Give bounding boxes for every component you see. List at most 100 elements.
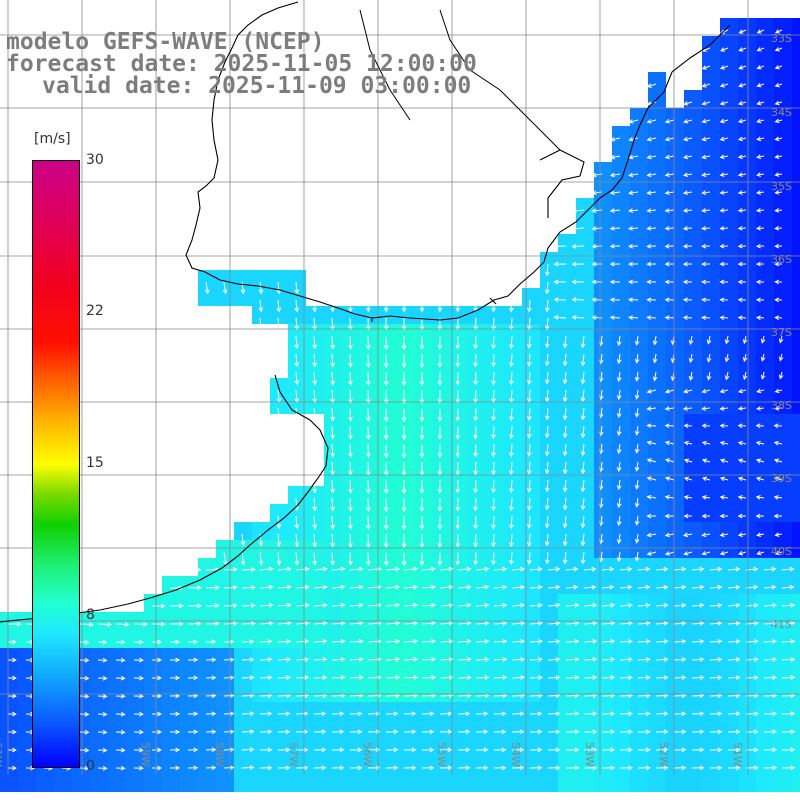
wind-cell — [630, 720, 648, 738]
wind-cell — [360, 540, 378, 558]
wind-arrow — [151, 747, 162, 753]
wind-arrow — [348, 515, 353, 530]
wind-arrow — [187, 639, 199, 645]
wind-cell — [630, 504, 648, 522]
wind-cell — [414, 324, 432, 342]
wind-arrow — [241, 765, 255, 770]
wind-cell — [144, 630, 162, 648]
wind-arrow — [437, 515, 443, 530]
wind-arrow — [313, 620, 328, 626]
wind-cell — [756, 270, 774, 288]
wind-arrow — [277, 584, 292, 590]
wind-arrow — [241, 585, 256, 590]
wind-cell — [288, 738, 306, 756]
wind-cell — [702, 738, 720, 756]
wind-cell — [648, 252, 666, 270]
wind-cell — [162, 774, 180, 792]
wind-cell — [738, 234, 756, 252]
wind-arrow — [755, 315, 765, 321]
wind-arrow — [727, 729, 741, 735]
wind-arrow — [719, 406, 729, 411]
wind-arrow — [330, 461, 335, 476]
wind-cell — [288, 504, 306, 522]
wind-arrow — [276, 407, 282, 421]
wind-arrow — [223, 711, 235, 717]
wind-arrow — [473, 461, 478, 476]
wind-cell — [414, 756, 432, 774]
wind-arrow — [544, 353, 550, 367]
wind-arrow — [455, 533, 461, 548]
lon-label: 52W — [657, 742, 670, 767]
wind-cell — [738, 378, 756, 396]
wind-cell — [720, 342, 738, 360]
wind-cell — [342, 648, 360, 666]
wind-arrow — [367, 602, 382, 608]
wind-cell — [576, 450, 594, 468]
wind-arrow — [385, 638, 401, 644]
wind-cell — [666, 198, 684, 216]
wind-arrow — [763, 747, 778, 753]
wind-cell — [702, 630, 720, 648]
wind-arrow — [205, 711, 217, 717]
wind-arrow — [421, 638, 436, 644]
wind-arrow — [756, 82, 765, 88]
wind-arrow — [294, 335, 300, 350]
wind-cell — [594, 162, 612, 180]
wind-cell — [702, 216, 720, 234]
wind-cell — [522, 774, 540, 792]
wind-arrow — [439, 602, 454, 608]
wind-cell — [666, 396, 684, 414]
wind-arrow — [544, 461, 550, 475]
wind-arrow — [737, 532, 747, 538]
wind-arrow — [151, 603, 166, 609]
wind-arrow — [664, 406, 675, 411]
wind-cell — [774, 180, 792, 198]
wind-arrow — [294, 533, 300, 548]
wind-cell — [756, 558, 774, 576]
wind-cell — [792, 450, 800, 468]
wind-arrow — [634, 389, 640, 400]
wind-cell — [558, 288, 576, 306]
wind-cell — [684, 144, 702, 162]
wind-arrow — [403, 620, 419, 626]
wind-arrow — [719, 190, 729, 195]
wind-arrow — [366, 407, 371, 422]
wind-arrow — [737, 315, 747, 321]
wind-cell — [684, 180, 702, 198]
wind-cell — [522, 378, 540, 396]
wind-cell — [486, 306, 504, 324]
colorbar-tick-label: 0 — [86, 758, 95, 774]
wind-cell — [612, 738, 630, 756]
wind-cell — [612, 126, 630, 144]
wind-cell — [504, 486, 522, 504]
wind-cell — [540, 720, 558, 738]
wind-cell — [396, 630, 414, 648]
wind-arrow — [437, 443, 443, 458]
wind-cell — [774, 54, 792, 72]
wind-cell — [720, 666, 738, 684]
wind-cell — [90, 648, 108, 666]
wind-cell — [180, 630, 198, 648]
wind-cell — [522, 756, 540, 774]
lon-label: 55W — [435, 742, 448, 767]
wind-cell — [414, 450, 432, 468]
wind-arrow — [646, 315, 657, 320]
wind-cell — [738, 90, 756, 108]
wind-cell — [558, 720, 576, 738]
wind-cell — [342, 414, 360, 432]
wind-cell — [432, 666, 450, 684]
wind-arrow — [403, 584, 419, 590]
wind-cell — [792, 576, 800, 594]
wind-arrow — [609, 226, 621, 231]
wind-arrow — [295, 584, 310, 590]
wind-cell — [216, 666, 234, 684]
wind-cell — [558, 666, 576, 684]
wind-cell — [756, 198, 774, 216]
colorbar-tick-label: 15 — [86, 455, 104, 471]
wind-arrow — [348, 443, 353, 458]
wind-arrow — [565, 639, 580, 644]
wind-arrow — [737, 225, 747, 231]
wind-arrow — [724, 335, 730, 345]
wind-arrow — [691, 584, 705, 590]
wind-cell — [576, 270, 594, 288]
